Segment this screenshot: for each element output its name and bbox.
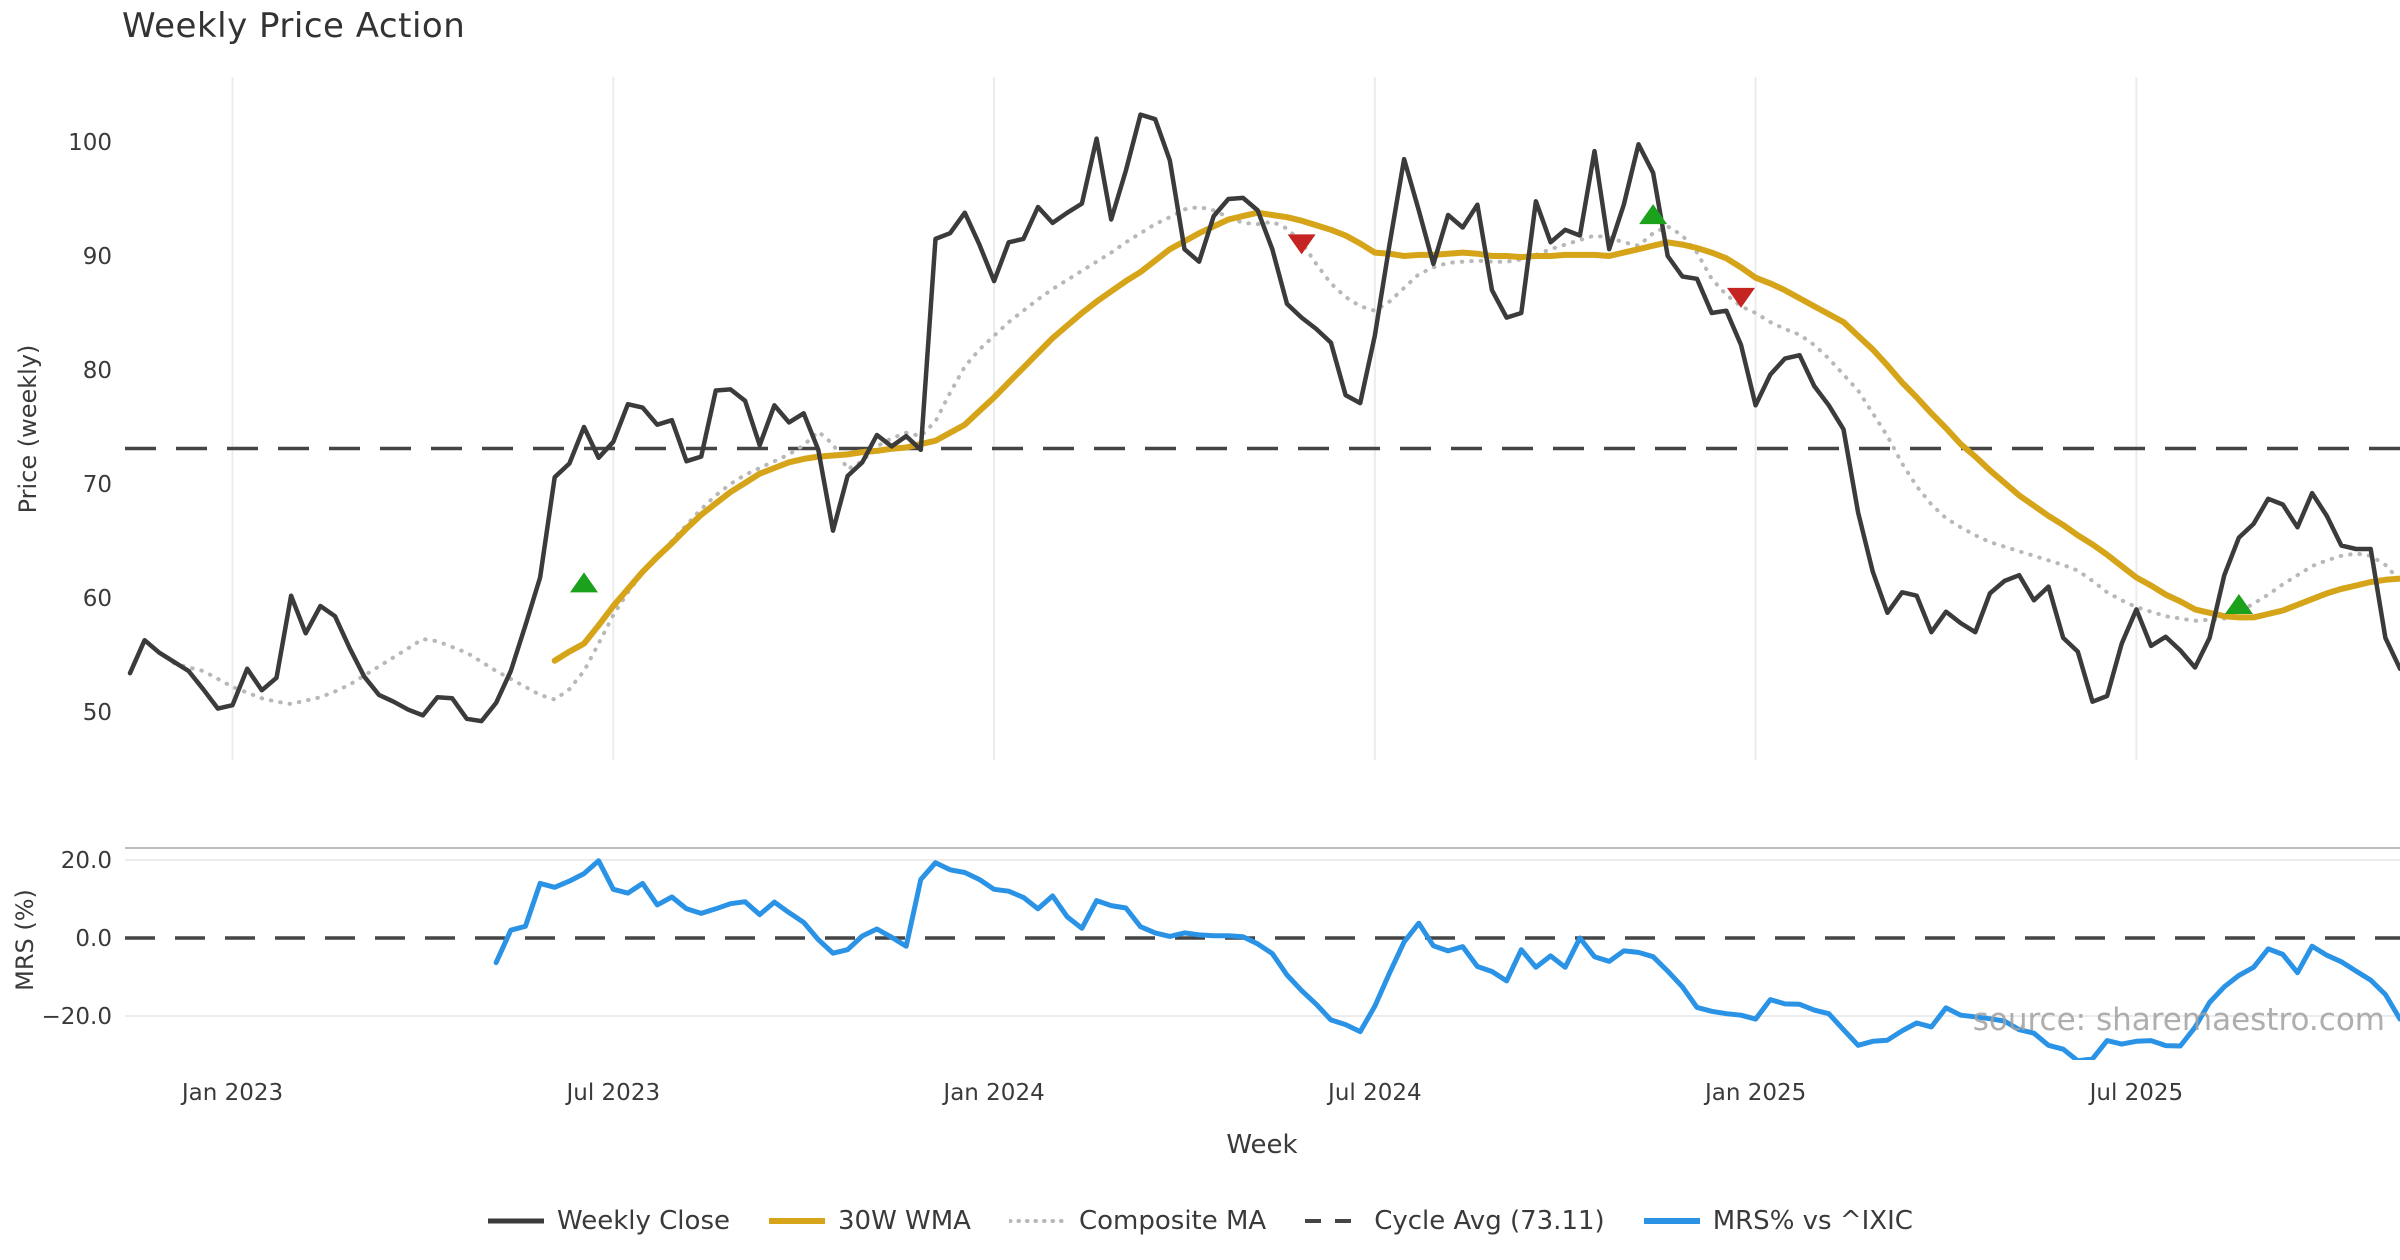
- legend-line-sample: [1643, 1218, 1700, 1224]
- mrs-ytick-0: 0.0: [75, 926, 112, 952]
- legend-item-cycle-avg-73-11-: Cycle Avg (73.11): [1304, 1206, 1605, 1236]
- series-weekly-close: [127, 112, 2400, 724]
- price-ytick-50: 50: [83, 700, 112, 726]
- legend-label: MRS% vs ^IXIC: [1712, 1206, 1913, 1236]
- buy-signal-marker-1: [570, 572, 599, 593]
- legend-line-sample: [1008, 1219, 1067, 1223]
- buy-signal-marker-2: [1639, 204, 1668, 225]
- xtick-jul-2024: Jul 2024: [1326, 1080, 1422, 1106]
- sell-signal-marker-2: [1726, 287, 1755, 308]
- price-ytick-60: 60: [83, 586, 112, 612]
- legend-line-sample: [488, 1218, 545, 1224]
- series-composite-ma: [171, 205, 2400, 706]
- legend-label: Cycle Avg (73.11): [1374, 1206, 1605, 1236]
- legend-item-mrs-vs-ixic: MRS% vs ^IXIC: [1643, 1206, 1913, 1236]
- price-ytick-70: 70: [83, 472, 112, 498]
- price-ytick-90: 90: [83, 244, 112, 270]
- legend-line-sample: [1305, 1219, 1362, 1223]
- price-axis-label: Price (weekly): [14, 344, 42, 514]
- mrs-ytick-20: 20.0: [61, 848, 112, 874]
- legend-label: Composite MA: [1078, 1206, 1267, 1236]
- price-ytick-100: 100: [68, 130, 112, 156]
- mrs-ytick--20: −20.0: [42, 1004, 112, 1030]
- series-mrs-vs-ixic: [493, 858, 2400, 1060]
- legend-line-sample: [768, 1218, 825, 1224]
- xtick-jul-2025: Jul 2025: [2088, 1080, 2184, 1106]
- chart-title: Weekly Price Action: [122, 6, 466, 46]
- legend-item-composite-ma: Composite MA: [1008, 1206, 1267, 1236]
- legend: Weekly Close 30W WMA Composite MA Cycle Avg…: [0, 1206, 2400, 1236]
- legend-item-weekly-close: Weekly Close: [487, 1206, 730, 1236]
- xtick-jan-2024: Jan 2024: [941, 1080, 1044, 1106]
- legend-label: 30W WMA: [837, 1206, 971, 1236]
- xtick-jan-2023: Jan 2023: [180, 1080, 283, 1106]
- source-watermark: source: sharemaestro.com: [1972, 1002, 2385, 1038]
- mrs-axis-label: MRS (%): [11, 889, 39, 991]
- legend-item-30w-wma: 30W WMA: [768, 1206, 971, 1236]
- x-axis-label: Week: [1226, 1130, 1298, 1160]
- series-30w-wma: [551, 209, 2400, 664]
- legend-label: Weekly Close: [557, 1206, 730, 1236]
- xtick-jan-2025: Jan 2025: [1703, 1080, 1806, 1106]
- buy-signal-marker-3: [2224, 593, 2253, 614]
- xtick-jul-2023: Jul 2023: [564, 1080, 660, 1106]
- price-ytick-80: 80: [83, 358, 112, 384]
- sell-signal-marker-1: [1287, 234, 1316, 255]
